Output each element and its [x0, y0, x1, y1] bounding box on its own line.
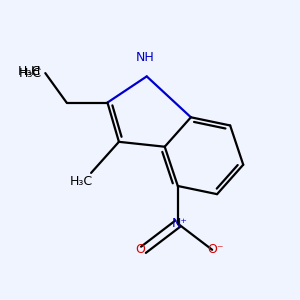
Text: N⁺: N⁺ [171, 217, 188, 230]
Text: NH: NH [136, 51, 154, 64]
Text: H₃C: H₃C [17, 65, 41, 78]
Text: O⁻: O⁻ [207, 243, 224, 256]
Text: H₃C: H₃C [19, 67, 42, 80]
Text: H₃C: H₃C [70, 175, 93, 188]
Text: O: O [135, 243, 145, 256]
Text: H: H [31, 65, 40, 78]
